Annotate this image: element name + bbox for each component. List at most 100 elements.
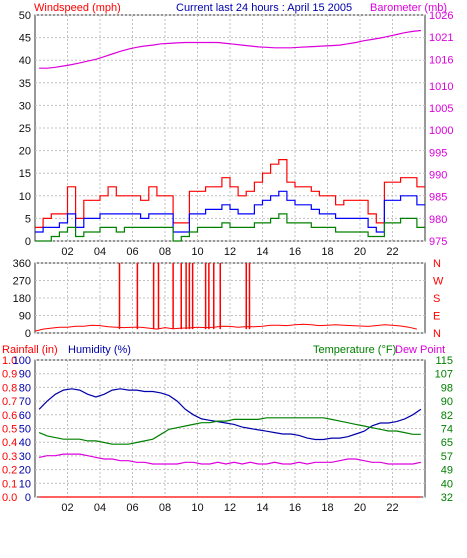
barometer-tick-label: 1000 xyxy=(429,125,453,137)
temperature-tick-label: 90 xyxy=(441,396,453,408)
x-tick-label: 20 xyxy=(354,246,366,258)
barometer-tick-label: 1021 xyxy=(429,32,453,44)
rainfall-tick-label: 0.4 xyxy=(2,437,17,449)
rainfall-axis-label: Rainfall (in) xyxy=(2,344,58,356)
humidity-tick-label: 30 xyxy=(19,451,31,463)
series-wind-direction-line xyxy=(34,323,418,332)
dewpoint-axis-label: Dew Point xyxy=(395,344,445,356)
rainfall-tick-label: 0.2 xyxy=(2,465,17,477)
series-temperature-line xyxy=(38,417,421,445)
x-tick-label: 04 xyxy=(94,502,106,514)
barometer-tick-label: 1010 xyxy=(429,81,453,93)
x-tick-label: 12 xyxy=(224,502,236,514)
series-min-line xyxy=(35,213,425,242)
x-tick-label: 08 xyxy=(159,246,171,258)
windspeed-tick-label: 5 xyxy=(25,213,31,225)
x-tick-label: 10 xyxy=(191,502,203,514)
wind-direction-tick-label: 270 xyxy=(13,276,31,288)
x-tick-label: 14 xyxy=(256,246,268,258)
x-tick-label: 04 xyxy=(94,246,106,258)
x-tick-label: 18 xyxy=(321,502,333,514)
barometer-tick-label: 990 xyxy=(429,170,447,182)
humidity-tick-label: 20 xyxy=(19,465,31,477)
x-tick-label: 20 xyxy=(354,502,366,514)
temperature-tick-label: 32 xyxy=(441,492,453,504)
barometer-tick-label: 980 xyxy=(429,214,447,226)
x-tick-label: 08 xyxy=(159,502,171,514)
windspeed-tick-label: 50 xyxy=(19,10,31,22)
temperature-tick-label: 82 xyxy=(441,410,453,422)
windspeed-tick-label: 30 xyxy=(19,100,31,112)
humidity-tick-label: 90 xyxy=(19,369,31,381)
series-avg-line xyxy=(35,190,425,233)
rainfall-tick-label: 0.7 xyxy=(2,396,17,408)
barometer-tick-label: 995 xyxy=(429,147,447,159)
compass-tick-label: N xyxy=(433,328,441,340)
wind-direction-tick-label: 90 xyxy=(19,311,31,323)
rainfall-tick-label: 0.3 xyxy=(2,451,17,463)
windspeed-tick-label: 40 xyxy=(19,55,31,67)
rainfall-tick-label: 0.8 xyxy=(2,382,17,394)
humidity-tick-label: 80 xyxy=(19,382,31,394)
temperature-tick-label: 74 xyxy=(441,424,453,436)
barometer-tick-label: 1005 xyxy=(429,103,453,115)
barometer-tick-label: 985 xyxy=(429,192,447,204)
temperature-axis-label: Temperature (°F) xyxy=(313,344,396,356)
humidity-tick-label: 50 xyxy=(19,424,31,436)
x-tick-label: 18 xyxy=(321,246,333,258)
rainfall-tick-label: 0.9 xyxy=(2,369,17,381)
compass-tick-label: W xyxy=(433,276,444,288)
windspeed-tick-label: 20 xyxy=(19,146,31,158)
rainfall-tick-label: 0.6 xyxy=(2,410,17,422)
compass-tick-label: S xyxy=(433,293,440,305)
wind-direction-panel xyxy=(34,262,426,334)
windspeed-tick-label: 0 xyxy=(25,236,31,248)
x-tick-label: 22 xyxy=(386,502,398,514)
compass-tick-label: N xyxy=(433,258,441,270)
compass-tick-label: E xyxy=(433,311,440,323)
temperature-tick-label: 40 xyxy=(441,478,453,490)
temperature-tick-label: 65 xyxy=(441,437,453,449)
barometer-tick-label: 1016 xyxy=(429,54,453,66)
barometer-axis-label: Barometer (mb) xyxy=(370,2,447,14)
series-gust-line xyxy=(35,159,425,228)
x-tick-label: 22 xyxy=(386,246,398,258)
temperature-tick-label: 98 xyxy=(441,382,453,394)
x-tick-label: 16 xyxy=(289,246,301,258)
humidity-tick-label: 40 xyxy=(19,437,31,449)
humidity-tick-label: 70 xyxy=(19,396,31,408)
barometer-tick-label: 1026 xyxy=(429,10,453,22)
rainfall-tick-label: 0.5 xyxy=(2,424,17,436)
series-barometer-line xyxy=(39,29,421,69)
x-tick-label: 06 xyxy=(126,246,138,258)
wind-direction-tick-label: 0 xyxy=(25,328,31,340)
windspeed-tick-label: 15 xyxy=(19,168,31,180)
humidity-axis-label: Humidity (%) xyxy=(68,344,131,356)
windspeed-axis-label: Windspeed (mph) xyxy=(34,2,121,14)
x-tick-label: 16 xyxy=(289,502,301,514)
temperature-tick-label: 49 xyxy=(441,465,453,477)
wind-direction-tick-label: 180 xyxy=(13,293,31,305)
humidity-tick-label: 60 xyxy=(19,410,31,422)
x-tick-label: 12 xyxy=(224,246,236,258)
x-tick-label: 06 xyxy=(126,502,138,514)
humidity-tick-label: 100 xyxy=(13,355,31,367)
x-tick-label: 10 xyxy=(191,246,203,258)
x-tick-label: 14 xyxy=(256,502,268,514)
x-tick-label: 02 xyxy=(61,246,73,258)
rainfall-tick-label: 0.0 xyxy=(2,492,17,504)
windspeed-tick-label: 35 xyxy=(19,78,31,90)
humidity-tick-label: 10 xyxy=(19,478,31,490)
x-tick-label: 02 xyxy=(61,502,73,514)
temperature-tick-label: 107 xyxy=(435,369,453,381)
windspeed-tick-label: 10 xyxy=(19,191,31,203)
rainfall-tick-label: 0.1 xyxy=(2,478,17,490)
windspeed-tick-label: 25 xyxy=(19,123,31,135)
series-humidity-line xyxy=(38,388,422,441)
chart-title: Current last 24 hours : April 15 2005 xyxy=(176,2,352,14)
temperature-tick-label: 115 xyxy=(435,355,453,367)
humidity-tick-label: 0 xyxy=(25,492,31,504)
windspeed-tick-label: 45 xyxy=(19,33,31,45)
temperature-tick-label: 57 xyxy=(441,451,453,463)
rainfall-tick-label: 1.0 xyxy=(2,355,17,367)
